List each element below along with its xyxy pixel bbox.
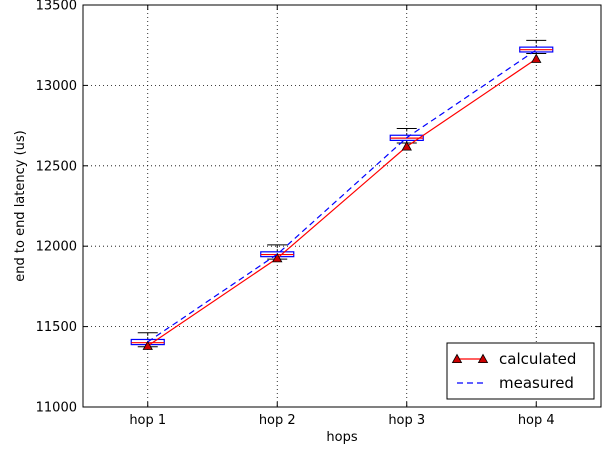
y-tick-label: 13500: [36, 0, 77, 14]
legend-label-calculated: calculated: [499, 350, 576, 368]
series-line-measured: [147, 49, 537, 343]
x-tick-label: hop 2: [259, 413, 296, 428]
plot-area-frame: [82, 4, 602, 408]
x-axis-label: hops: [326, 430, 357, 445]
y-tick-label: 13000: [36, 79, 77, 94]
x-tick-label: hop 1: [129, 413, 166, 428]
series-line-calculated: [147, 58, 537, 347]
y-axis-label: end to end latency (us): [13, 130, 28, 281]
y-tick-label: 12000: [36, 240, 77, 255]
grid-lines: [83, 5, 601, 407]
x-tick-label: hop 4: [518, 413, 555, 428]
x-tick-label: hop 3: [388, 413, 425, 428]
y-tick-label: 11500: [36, 320, 77, 335]
legend: calculated measured: [446, 342, 595, 400]
legend-box: [446, 342, 595, 400]
series-point-calculated: [272, 252, 283, 263]
series-point-calculated: [531, 53, 542, 63]
legend-marker-calculated: [477, 353, 489, 364]
series-lines: [142, 49, 542, 350]
series-point-calculated: [142, 340, 153, 350]
y-tick-label: 12500: [36, 159, 77, 174]
boxplot-3: [389, 127, 424, 144]
axis-ticks: 11000 11500 12000 12500 13000 13500 hop 1 hop 2…: [36, 0, 601, 428]
series-point-calculated: [401, 141, 412, 151]
y-tick-label: 11000: [36, 401, 77, 416]
boxplot-4: [519, 39, 554, 55]
boxplots: [130, 39, 554, 348]
legend-label-measured: measured: [499, 374, 574, 392]
legend-marker-calculated: [451, 353, 463, 364]
